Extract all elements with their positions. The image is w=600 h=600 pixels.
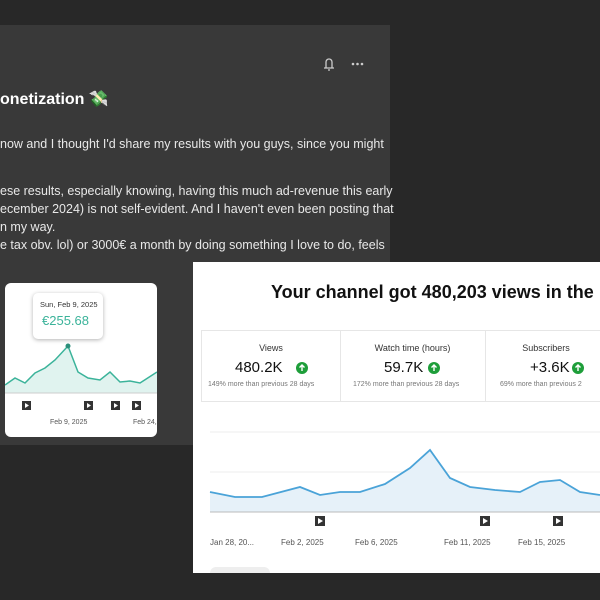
post-text: ese results, especially knowing, having …	[0, 184, 393, 198]
views-chart	[209, 431, 600, 526]
post-title: onetization 💸	[0, 91, 109, 108]
tooltip-value: €255.68	[42, 313, 89, 328]
post-text: n my way.	[0, 220, 56, 234]
x-label: Feb 2, 2025	[281, 538, 324, 547]
metric-note: 172% more than previous 28 days	[353, 381, 460, 388]
metric-label: Watch time (hours)	[374, 343, 451, 353]
earnings-card: Sun, Feb 9, 2025 €255.68 Feb 9, 2025 Feb…	[5, 283, 157, 437]
x-label: Feb 24,	[133, 419, 157, 426]
up-icon	[572, 362, 584, 374]
area	[5, 346, 157, 393]
x-label: Feb 11, 2025	[444, 538, 491, 547]
metric-note: 69% more than previous 2	[500, 381, 582, 388]
metric-label: Subscribers	[522, 343, 570, 353]
metric[interactable]: Subscribers +3.6K 69% more than previous…	[486, 330, 600, 402]
analytics-title: Your channel got 480,203 views in the l	[271, 282, 600, 302]
tooltip	[33, 293, 103, 339]
area	[210, 450, 600, 512]
x-label: Feb 9, 2025	[50, 419, 88, 426]
x-label: Feb 6, 2025	[355, 538, 398, 547]
metric-label: Views	[259, 343, 283, 353]
x-label: Feb 15, 2025	[518, 538, 566, 547]
up-icon	[428, 362, 440, 374]
metric[interactable]: Watch time (hours) 59.7K 172% more than …	[340, 330, 486, 402]
post-text: now and I thought I'd share my results w…	[0, 137, 384, 151]
post-text: ecember 2024) is not self-evident. And I…	[0, 202, 394, 216]
analytics-panel: Your channel got 480,203 views in the l …	[193, 262, 600, 573]
metric-note: 149% more than previous 28 days	[208, 381, 315, 388]
bell-icon[interactable]	[324, 58, 334, 71]
earnings-chart	[5, 343, 157, 410]
line	[5, 344, 157, 386]
post-text: e tax obv. lol) or 3000€ a month by doin…	[0, 238, 385, 252]
metric[interactable]: Views 480.2K 149% more than previous 28 …	[201, 330, 341, 402]
metric-value: 59.7K	[384, 359, 424, 376]
tooltip-date: Sun, Feb 9, 2025	[40, 300, 98, 309]
line	[209, 448, 600, 498]
button[interactable]	[210, 567, 270, 573]
post-actions	[324, 58, 364, 71]
x-label: Jan 28, 20...	[210, 538, 255, 547]
more-icon[interactable]	[351, 62, 355, 66]
metric-value: +3.6K	[530, 359, 570, 376]
up-icon	[296, 362, 308, 374]
metric-value: 480.2K	[235, 359, 283, 376]
